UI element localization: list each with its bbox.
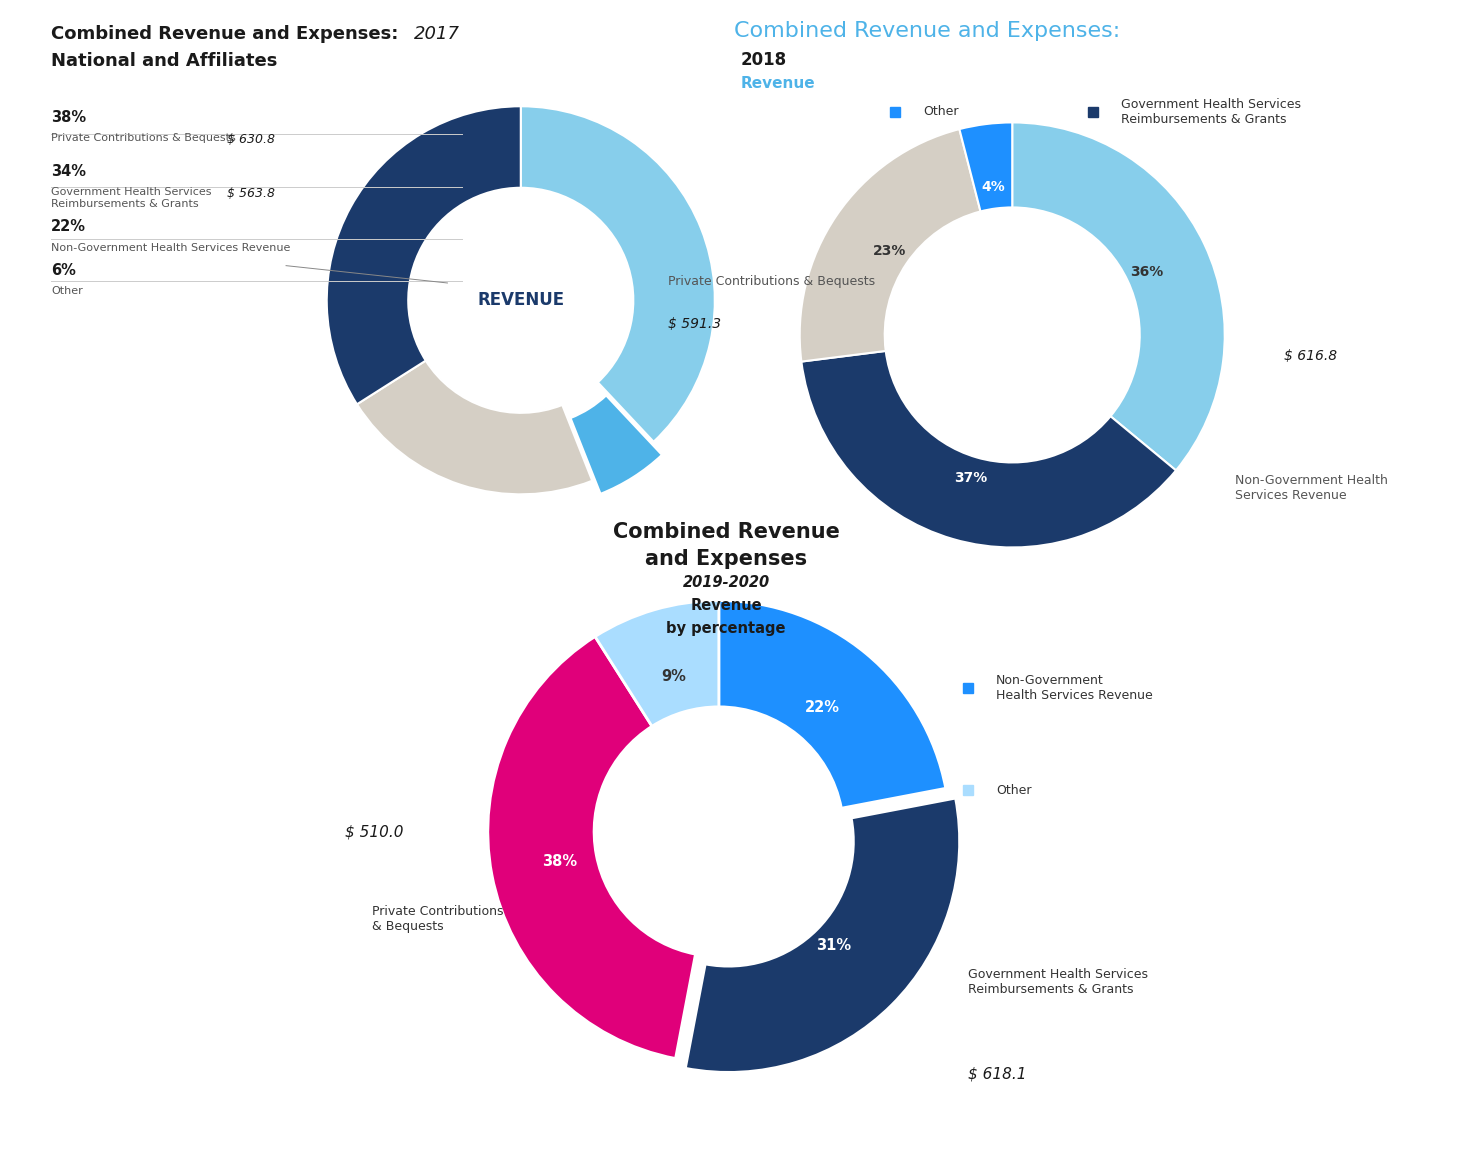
Text: 36%: 36% [1130,264,1163,278]
Text: National and Affiliates: National and Affiliates [51,52,277,70]
Text: 31%: 31% [816,939,851,953]
Wedge shape [521,106,714,441]
Text: Government Health Services
Reimbursements & Grants: Government Health Services Reimbursement… [1121,98,1301,126]
Wedge shape [719,601,946,808]
Text: Revenue: Revenue [691,598,761,613]
Wedge shape [1012,122,1225,470]
Text: by percentage: by percentage [666,621,786,636]
Text: Private Contributions & Bequests: Private Contributions & Bequests [667,275,876,289]
Text: Combined Revenue and Expenses:: Combined Revenue and Expenses: [51,25,399,44]
Wedge shape [596,601,719,726]
Wedge shape [800,129,980,362]
Text: Combined Revenue: Combined Revenue [613,522,839,542]
Text: $ 563.8: $ 563.8 [227,187,276,200]
Text: Government Health Services
Reimbursements & Grants: Government Health Services Reimbursement… [968,968,1149,996]
Text: 22%: 22% [804,700,839,715]
Text: 2019-2020: 2019-2020 [682,575,770,590]
Text: 6%: 6% [51,263,76,278]
Text: REVENUE: REVENUE [477,291,565,310]
Text: $ 618.1: $ 618.1 [968,1067,1027,1081]
Text: Non-Government Health Services Revenue: Non-Government Health Services Revenue [51,243,290,253]
Wedge shape [571,395,662,494]
Text: $ 630.8: $ 630.8 [227,133,276,146]
Wedge shape [327,106,521,404]
Wedge shape [685,798,959,1072]
Text: 34%: 34% [51,164,87,179]
Text: 38%: 38% [543,855,578,870]
Text: Private Contributions
& Bequests: Private Contributions & Bequests [373,906,503,933]
Text: Other: Other [923,105,958,118]
Text: 22%: 22% [51,219,87,234]
Text: 2018: 2018 [741,51,786,69]
Text: 23%: 23% [873,245,907,259]
Text: Other: Other [51,286,84,297]
Text: Government Health Services
Reimbursements & Grants: Government Health Services Reimbursement… [51,187,211,209]
Text: 37%: 37% [954,471,987,485]
Text: Private Contributions & Bequests: Private Contributions & Bequests [51,133,236,143]
Wedge shape [801,351,1177,547]
Text: Other: Other [996,783,1031,797]
Wedge shape [959,122,1012,211]
Text: $ 510.0: $ 510.0 [345,825,403,839]
Text: 4%: 4% [981,180,1005,194]
Text: Revenue: Revenue [741,76,816,91]
Text: 9%: 9% [662,669,687,684]
Text: Combined Revenue and Expenses:: Combined Revenue and Expenses: [734,21,1119,40]
Text: Non-Government Health
Services Revenue: Non-Government Health Services Revenue [1235,474,1388,502]
Wedge shape [356,360,593,494]
Text: and Expenses: and Expenses [645,549,807,568]
Text: 38%: 38% [51,110,87,125]
Text: $ 616.8: $ 616.8 [1284,349,1338,363]
Text: 2017: 2017 [414,25,459,44]
Wedge shape [489,636,695,1058]
Text: Non-Government
Health Services Revenue: Non-Government Health Services Revenue [996,675,1153,702]
Text: $ 591.3: $ 591.3 [667,318,722,331]
